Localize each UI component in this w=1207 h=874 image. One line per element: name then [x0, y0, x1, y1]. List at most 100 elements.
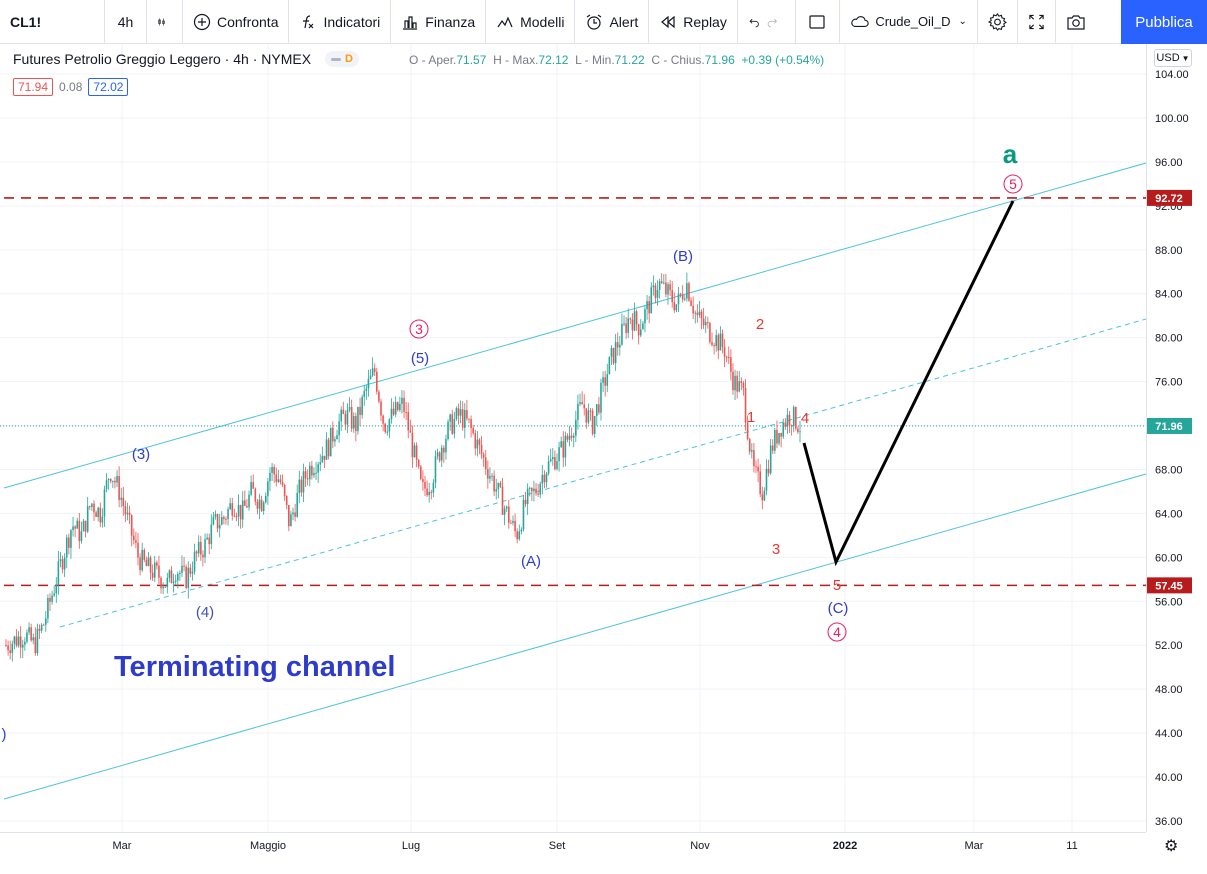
price-axis[interactable] [1146, 44, 1207, 832]
templates-button[interactable]: Modelli [486, 0, 576, 44]
candle-body [118, 476, 120, 500]
candle-body [679, 293, 682, 295]
candle-body [795, 407, 797, 429]
candle-body [443, 447, 445, 453]
fullscreen-button[interactable] [1018, 0, 1056, 44]
chart-type-button[interactable] [147, 0, 183, 44]
candle-body [187, 567, 190, 588]
candle-body [600, 382, 602, 413]
layout-button[interactable] [796, 0, 840, 44]
candle-body [11, 643, 14, 653]
buy-price[interactable]: 72.02 [88, 78, 129, 96]
candle-body [248, 494, 250, 508]
candle-body [782, 422, 785, 437]
candle-body [755, 466, 757, 468]
candle-body [654, 285, 657, 298]
candle-body [271, 466, 273, 473]
candle-body [373, 368, 376, 372]
channel-lower-line [3, 473, 1147, 800]
undo-redo-group [738, 0, 796, 44]
candle-body [732, 371, 734, 391]
undo-icon[interactable] [748, 13, 761, 31]
candle-body [512, 520, 514, 523]
level-price-label: 57.45 [1155, 580, 1183, 592]
price-tick-label: 44.00 [1155, 728, 1183, 740]
compare-button[interactable]: Confronta [183, 0, 290, 44]
series-legend: Futures Petrolio Greggio Leggero · 4h · … [13, 51, 373, 67]
price-tick-label: 88.00 [1155, 245, 1183, 257]
close-label: C - Chius. [651, 53, 705, 67]
candle-body [468, 418, 470, 420]
series-title[interactable]: Futures Petrolio Greggio Leggero · 4h · … [13, 51, 312, 67]
sell-price[interactable]: 71.94 [13, 78, 54, 96]
candle-body [107, 479, 110, 481]
candle-body [719, 333, 722, 351]
price-tick-label: 48.00 [1155, 684, 1183, 696]
candle-body [264, 495, 267, 503]
candle-body [780, 432, 782, 437]
candle-body [436, 452, 439, 457]
close-value: 71.96 [704, 53, 735, 67]
time-tick-label: 2022 [833, 840, 857, 852]
finance-button[interactable]: Finanza [391, 0, 487, 44]
candle-body [88, 506, 91, 508]
redo-icon[interactable] [766, 13, 779, 31]
candle-body [352, 416, 355, 429]
candle-body [80, 531, 83, 542]
top-toolbar: CL1! 4h Confronta Indicatori Finanza Mod… [0, 0, 1207, 44]
candle-body [545, 473, 548, 483]
candle-body [403, 397, 405, 412]
alert-button[interactable]: Alert [575, 0, 650, 44]
candle-body [619, 344, 621, 348]
wave-3-circle-ring [409, 319, 429, 339]
candle-body [797, 428, 799, 432]
channel-mid-line [59, 318, 1147, 628]
candle-body [472, 428, 474, 434]
candle-body [663, 282, 665, 284]
candle-body [279, 479, 282, 483]
time-axis[interactable] [0, 832, 1146, 874]
high-value: 72.12 [538, 53, 569, 67]
candle-body [235, 516, 238, 518]
candle-body [489, 476, 491, 479]
currency-selector[interactable]: USD ▼ [1154, 49, 1192, 67]
candle-body [520, 529, 523, 532]
candle-body [518, 531, 521, 540]
candle-body [32, 637, 35, 641]
candle-body [120, 497, 123, 500]
last-price-label: 71.96 [1155, 421, 1183, 433]
candle-body [84, 520, 87, 532]
layout-name-dropdown[interactable]: Crude_Oil_D ⌄ [840, 0, 978, 44]
indicators-button[interactable]: Indicatori [289, 0, 392, 44]
candle-body [480, 444, 483, 455]
candle-body [86, 506, 89, 532]
wave-B-label: (B) [673, 248, 693, 265]
candle-body [730, 357, 732, 372]
candle-body [709, 322, 711, 343]
candle-body [644, 309, 646, 324]
settings-button[interactable] [978, 0, 1018, 44]
candle-body [141, 549, 143, 571]
axis-settings-gear-icon[interactable]: ⚙ [1164, 838, 1179, 855]
candle-body [549, 459, 552, 462]
symbol-search-button[interactable]: CL1! [0, 0, 105, 44]
candle-body [738, 381, 741, 392]
price-tick-label: 56.00 [1155, 596, 1183, 608]
candle-body [183, 565, 185, 567]
publish-button[interactable]: Pubblica [1121, 0, 1207, 44]
snapshot-button[interactable] [1056, 0, 1096, 44]
candle-body [558, 447, 560, 462]
interval-button[interactable]: 4h [105, 0, 147, 44]
candle-body [399, 403, 401, 411]
visibility-toggle[interactable]: D [325, 51, 359, 67]
replay-button[interactable]: Replay [649, 0, 738, 44]
candle-body [562, 441, 565, 458]
candle-body [233, 515, 236, 517]
candle-body [363, 390, 366, 397]
candle-body [340, 409, 342, 422]
candle-body [623, 323, 625, 325]
candle-body [229, 503, 231, 510]
wave-5-paren-label: (5) [411, 350, 429, 367]
candle-body [610, 347, 613, 357]
